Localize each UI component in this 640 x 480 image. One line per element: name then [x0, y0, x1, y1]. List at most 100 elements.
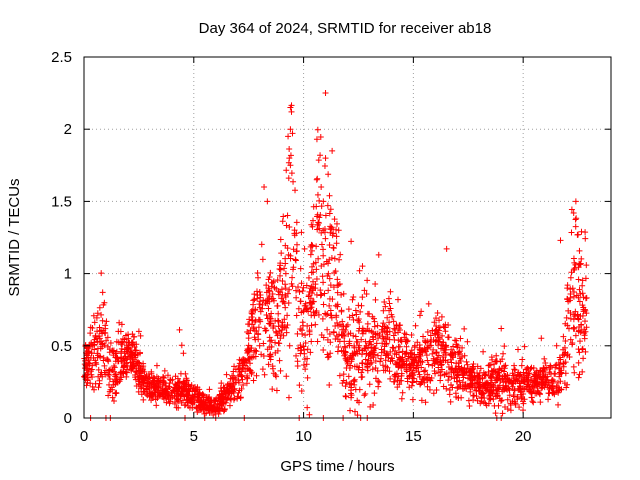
data-point — [309, 263, 316, 270]
data-point — [570, 209, 577, 216]
data-point — [95, 366, 102, 373]
data-point — [337, 251, 344, 258]
data-point — [374, 322, 381, 329]
data-point — [582, 229, 589, 236]
data-point — [294, 363, 301, 370]
data-point — [94, 310, 101, 317]
data-point — [506, 392, 513, 399]
data-point — [253, 348, 260, 355]
data-point — [539, 367, 546, 374]
data-point — [137, 332, 144, 339]
data-point — [529, 398, 536, 405]
data-point — [249, 306, 256, 313]
data-point — [175, 398, 182, 405]
data-point — [326, 210, 333, 217]
data-point — [244, 372, 251, 379]
data-point — [477, 365, 484, 372]
data-point — [178, 342, 185, 349]
data-point — [223, 396, 230, 403]
data-point — [280, 298, 287, 305]
data-point — [317, 287, 324, 294]
data-point — [436, 336, 443, 343]
data-point — [313, 243, 320, 250]
data-point — [490, 384, 497, 391]
data-point — [250, 377, 257, 384]
data-point — [282, 292, 289, 299]
data-point — [298, 388, 305, 395]
data-point — [287, 126, 294, 133]
data-point — [282, 281, 289, 288]
data-point — [174, 380, 181, 387]
data-point — [82, 372, 89, 379]
data-point — [99, 317, 106, 324]
data-point — [176, 326, 183, 333]
data-point — [300, 361, 307, 368]
data-point — [152, 393, 159, 400]
data-point — [341, 343, 348, 350]
data-point — [439, 345, 446, 352]
data-point — [424, 357, 431, 364]
data-point — [151, 383, 158, 390]
data-point — [576, 349, 583, 356]
data-point — [161, 375, 168, 382]
data-point — [209, 406, 216, 413]
data-point — [258, 351, 265, 358]
data-point — [461, 325, 468, 332]
y-tick-label: 1.5 — [51, 193, 72, 210]
data-point — [353, 311, 360, 318]
data-point — [500, 379, 507, 386]
data-point — [456, 377, 463, 384]
data-point — [576, 247, 583, 254]
data-point — [517, 371, 524, 378]
data-point — [286, 155, 293, 162]
data-point — [563, 384, 570, 391]
data-point — [398, 364, 405, 371]
data-point — [290, 266, 297, 273]
data-point — [251, 291, 258, 298]
data-point — [440, 357, 447, 364]
data-point — [307, 305, 314, 312]
data-point — [482, 384, 489, 391]
data-point — [207, 397, 214, 404]
data-point — [259, 301, 266, 308]
data-point — [330, 230, 337, 237]
data-point — [109, 394, 116, 401]
data-point — [418, 364, 425, 371]
data-point — [323, 311, 330, 318]
data-point — [334, 348, 341, 355]
data-point — [536, 391, 543, 398]
data-point — [184, 392, 191, 399]
data-point — [453, 378, 460, 385]
data-point — [425, 300, 432, 307]
data-point — [564, 282, 571, 289]
data-point — [123, 369, 130, 376]
data-point — [383, 351, 390, 358]
data-point — [298, 229, 305, 236]
data-point — [406, 372, 413, 379]
data-point — [371, 318, 378, 325]
data-point — [317, 292, 324, 299]
data-point — [530, 364, 537, 371]
data-point — [193, 404, 200, 411]
x-tick-label: 10 — [295, 428, 312, 445]
data-point — [463, 358, 470, 365]
data-point — [110, 362, 117, 369]
data-point — [530, 399, 537, 406]
data-point — [206, 409, 213, 416]
data-point — [86, 360, 93, 367]
data-point — [342, 392, 349, 399]
data-point — [442, 328, 449, 335]
data-point — [374, 367, 381, 374]
data-point — [494, 392, 501, 399]
data-point — [372, 358, 379, 365]
data-point — [582, 348, 589, 355]
data-point — [310, 269, 317, 276]
data-point — [501, 343, 508, 350]
data-point — [172, 380, 179, 387]
data-point — [309, 286, 316, 293]
data-point — [457, 335, 464, 342]
data-point — [89, 383, 96, 390]
x-tick-label: 15 — [405, 428, 422, 445]
data-point — [265, 361, 272, 368]
data-point — [565, 298, 572, 305]
